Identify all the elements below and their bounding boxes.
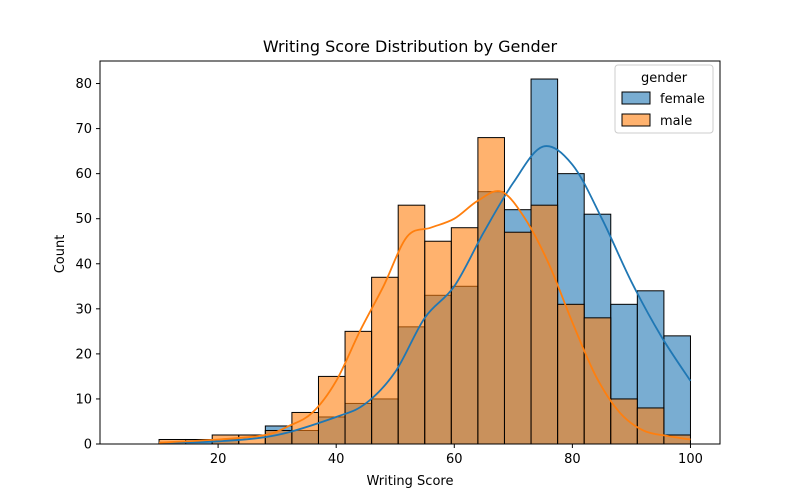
- y-axis: 0 10 20 30 40 50 60 70 80: [75, 77, 100, 453]
- y-tick-label: 80: [75, 77, 92, 92]
- y-tick-label: 10: [75, 392, 92, 407]
- y-tick-label: 20: [75, 347, 92, 362]
- female-bar: [663, 335, 691, 445]
- male-kde-line: [159, 190, 691, 444]
- male-bar: [371, 276, 399, 445]
- legend-entries: female male: [621, 91, 705, 129]
- x-tick-label: 60: [446, 452, 463, 467]
- x-axis-label: Writing Score: [367, 474, 454, 489]
- x-tick-label: 40: [328, 452, 345, 467]
- male-bar: [477, 137, 505, 445]
- male-bars: [158, 137, 691, 445]
- legend-label-female: female: [660, 92, 705, 107]
- male-bar: [557, 303, 585, 445]
- female-kde-line: [159, 145, 692, 444]
- y-tick-label: 50: [75, 212, 92, 227]
- male-bar: [636, 407, 665, 445]
- legend: gender female male: [614, 64, 714, 134]
- x-tick-label: 80: [564, 452, 581, 467]
- y-axis-label: Count: [53, 235, 68, 274]
- x-axis: 20 40 60 80 100: [210, 444, 703, 467]
- male-bar: [530, 204, 559, 445]
- legend-title: gender: [641, 71, 688, 86]
- y-tick-label: 0: [84, 438, 92, 453]
- legend-label-male: male: [660, 114, 692, 129]
- plot-frame: [99, 60, 721, 445]
- x-tick-label: 100: [678, 452, 703, 467]
- male-bar: [424, 240, 452, 445]
- male-bar: [503, 231, 532, 445]
- chart-title: Writing Score Distribution by Gender: [263, 37, 558, 56]
- kde-curves: [159, 145, 692, 444]
- x-tick-label: 20: [210, 452, 227, 467]
- y-tick-label: 60: [75, 167, 92, 182]
- legend-swatch-male: [621, 113, 651, 127]
- y-tick-label: 40: [75, 257, 92, 272]
- y-tick-label: 70: [75, 122, 92, 137]
- male-bar: [450, 227, 479, 445]
- male-bar: [344, 330, 373, 445]
- legend-swatch-female: [621, 91, 651, 105]
- y-tick-label: 30: [75, 302, 92, 317]
